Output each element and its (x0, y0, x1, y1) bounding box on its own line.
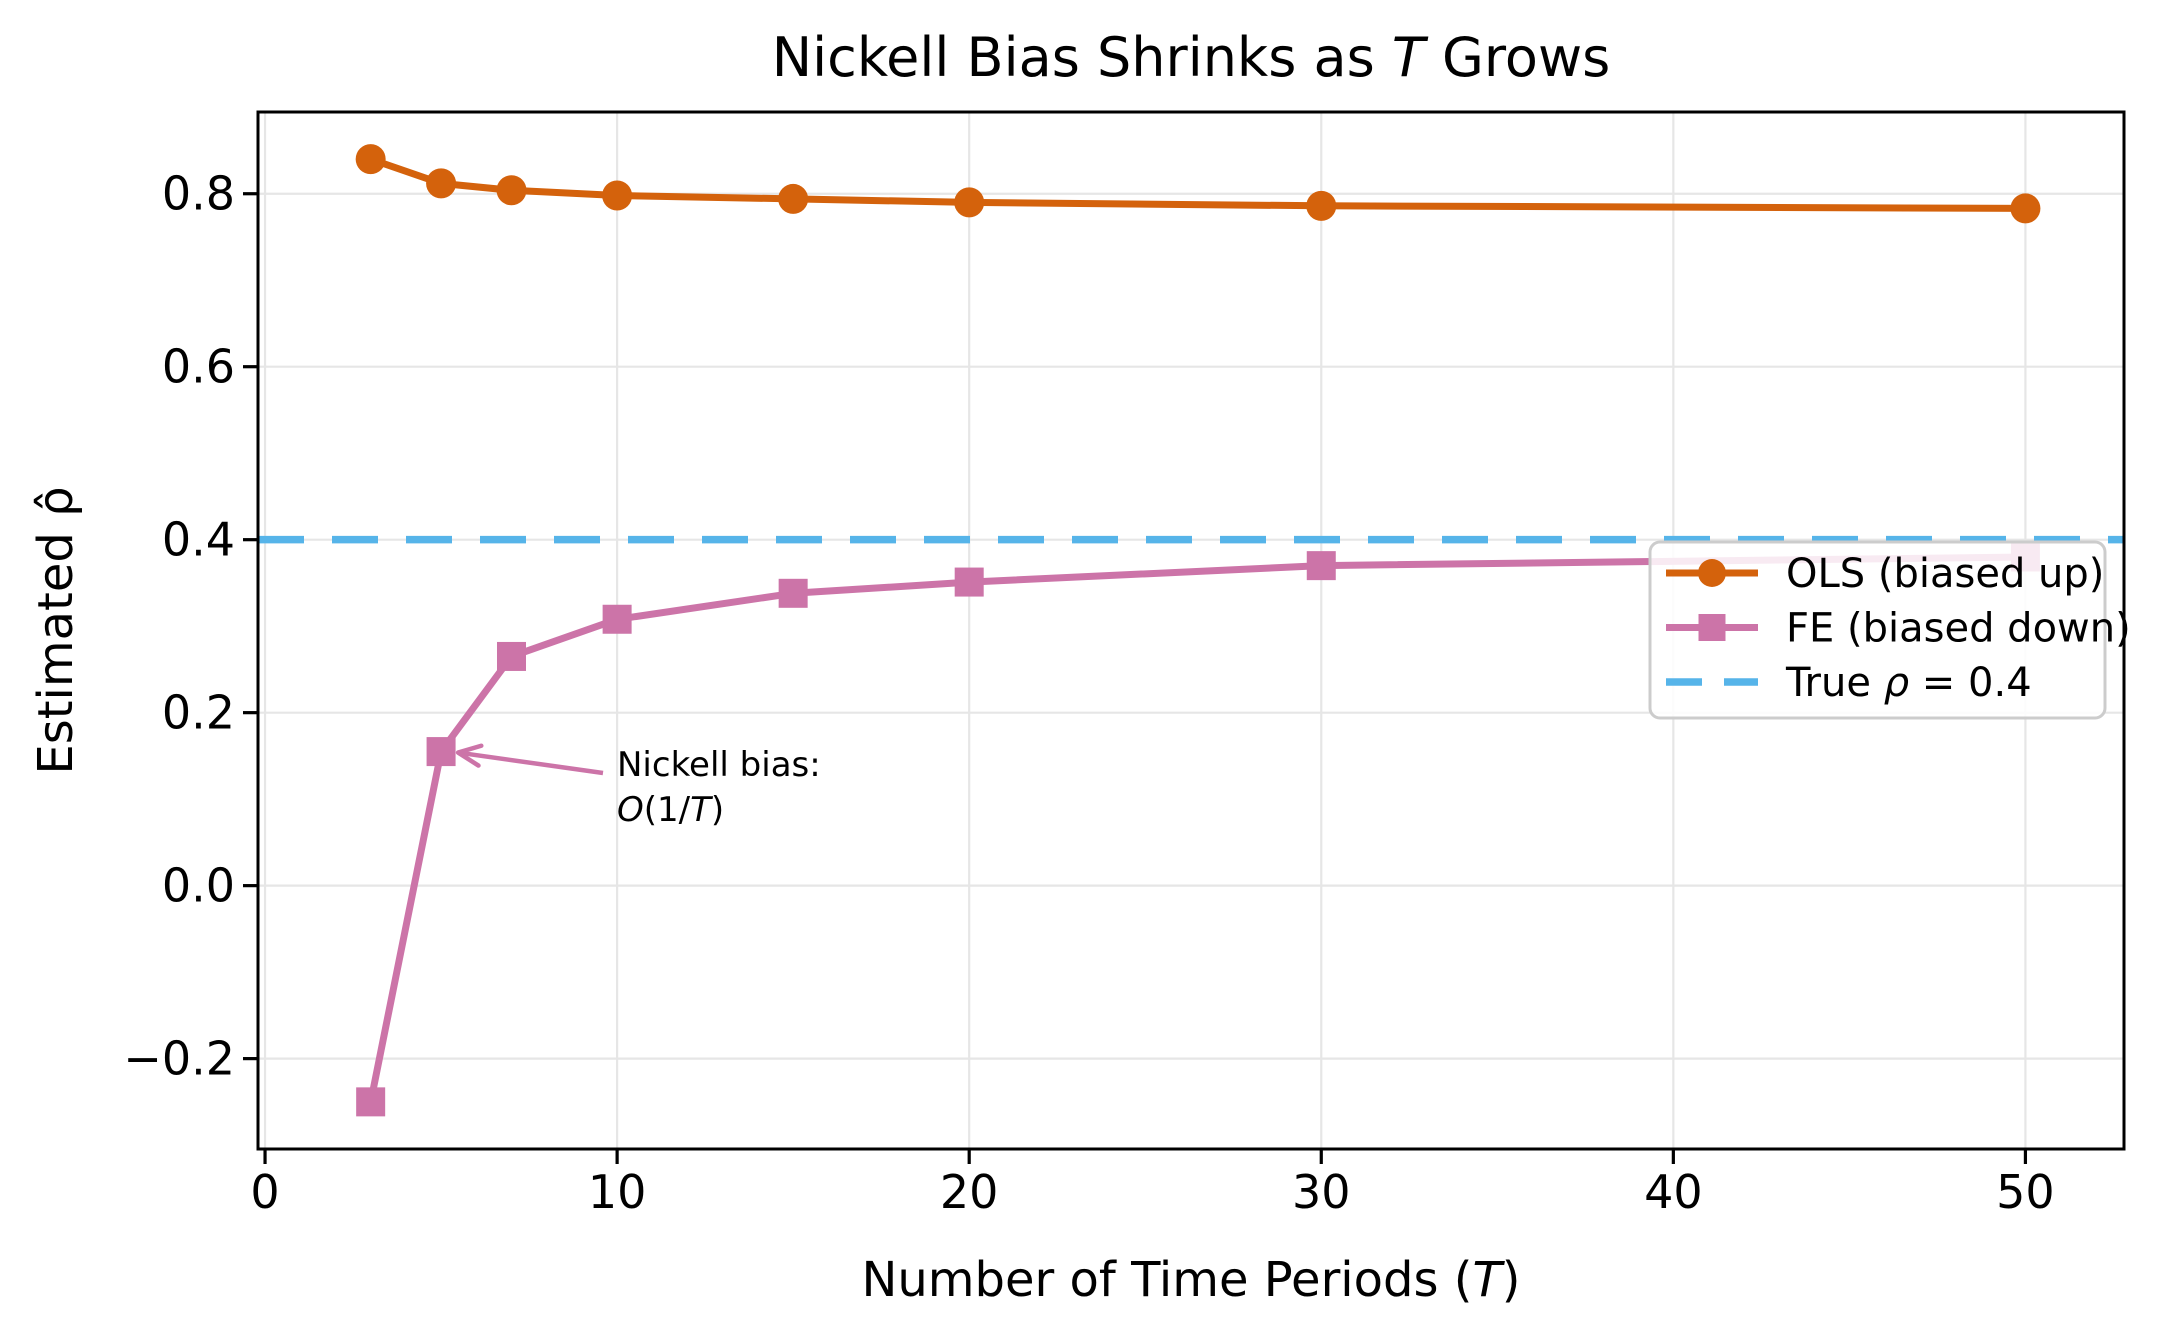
legend-label-true-rho: True ρ = 0.4 (1785, 660, 2032, 706)
fe-series-marker (954, 567, 984, 597)
fe-series (356, 542, 2040, 1117)
fe-series-marker (426, 737, 456, 767)
annotation-arrow (455, 743, 604, 776)
legend-label-ols: OLS (biased up) (1786, 551, 2104, 597)
ols-series-marker (954, 187, 985, 218)
annotation-text-line1: Nickell bias: (617, 745, 821, 785)
chart-title: Nickell Bias Shrinks as T Grows (772, 26, 1611, 89)
fe-series-marker (496, 641, 526, 671)
fe-series-line (367, 553, 2026, 1103)
fe-series-marker (602, 604, 632, 634)
annotation-text-line2: O(1/T) (617, 790, 724, 830)
ols-series-marker (1306, 190, 1337, 221)
ols-series-marker (2010, 193, 2041, 224)
y-axis-tick-label: −0.2 (123, 1032, 235, 1086)
y-axis-label: Estimated ρ̂ (28, 486, 84, 774)
legend-label-fe: FE (biased down) (1786, 606, 2131, 652)
x-axis-tick-label: 30 (1292, 1165, 1351, 1219)
legend-sample-fe-marker (1698, 614, 1726, 641)
y-axis-tick-label: 0.2 (162, 686, 235, 740)
annotation: Nickell bias: O(1/T) (455, 743, 821, 830)
x-axis-tick-label: 0 (250, 1165, 279, 1219)
x-axis-tick-label: 50 (1996, 1165, 2055, 1219)
legend-item-fe: FE (biased down) (1666, 606, 2131, 652)
legend-sample-ols-marker (1698, 559, 1726, 587)
y-axis-tick-label: 0.4 (162, 513, 235, 567)
legend-item-true-rho: True ρ = 0.4 (1666, 660, 2032, 706)
y-axis-tick-label: 0.6 (162, 340, 235, 394)
ols-series-marker (496, 175, 527, 206)
ols-series-marker (778, 183, 809, 214)
fe-series-marker (356, 1087, 386, 1117)
ols-series-marker (426, 168, 457, 199)
axes-ticks: 0 10 20 30 40 50 0.8 0.6 0.4 0.2 0.0 −0.2 (123, 167, 2054, 1219)
fe-series-marker (778, 578, 808, 608)
y-axis-tick-label: 0.8 (162, 167, 235, 221)
ols-series-marker (355, 144, 386, 175)
legend: OLS (biased up) FE (biased down) True ρ = … (1648, 540, 2131, 720)
ols-series (355, 144, 2041, 224)
legend-item-ols: OLS (biased up) (1666, 551, 2104, 597)
legend-box (1648, 540, 2107, 720)
y-axis-tick-label: 0.0 (162, 859, 235, 913)
ols-series-marker (602, 180, 633, 211)
x-axis-tick-label: 20 (940, 1165, 999, 1219)
x-axis-tick-label: 40 (1644, 1165, 1703, 1219)
x-axis-label: Number of Time Periods (T) (861, 1252, 1520, 1308)
plot-area-border (256, 110, 2126, 1151)
x-axis-tick-label: 10 (588, 1165, 647, 1219)
fe-series-marker (1306, 551, 1336, 581)
